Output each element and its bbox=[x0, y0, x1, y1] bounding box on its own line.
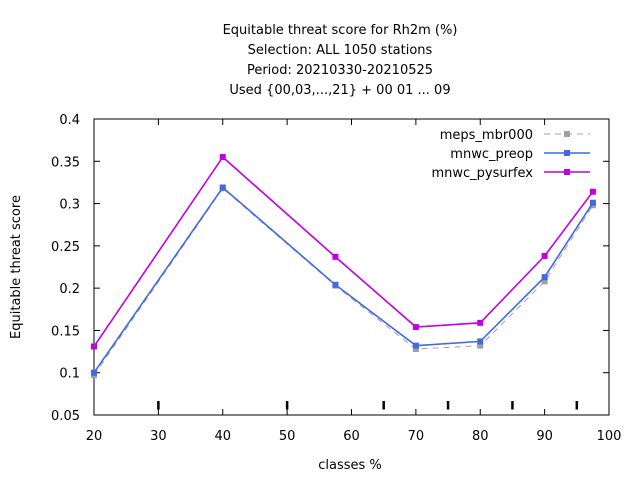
y-axis-label: Equitable threat score bbox=[9, 195, 24, 339]
data-point bbox=[541, 274, 548, 281]
data-point bbox=[477, 338, 484, 345]
data-point bbox=[91, 369, 97, 376]
data-point bbox=[412, 342, 419, 349]
title-line-2: Selection: ALL 1050 stations bbox=[248, 43, 433, 58]
data-point bbox=[589, 188, 596, 195]
x-tick-label: 20 bbox=[86, 429, 103, 444]
data-point bbox=[412, 346, 419, 353]
y-tick-label: 0.05 bbox=[51, 409, 80, 424]
y-tick-label: 0.35 bbox=[51, 155, 80, 170]
y-tick-label: 0.1 bbox=[59, 367, 80, 382]
legend-marker bbox=[564, 131, 570, 137]
legend-marker bbox=[564, 150, 570, 156]
series-line bbox=[93, 187, 594, 376]
x-tick-label: 60 bbox=[343, 429, 360, 444]
x-tick-label: 80 bbox=[472, 429, 489, 444]
legend-label: meps_mbr000 bbox=[440, 128, 533, 143]
legend-item: meps_mbr000 bbox=[440, 128, 590, 143]
data-point bbox=[91, 343, 97, 350]
x-tick-label: 40 bbox=[214, 429, 231, 444]
data-point bbox=[219, 154, 226, 161]
legend-item: mnwc_preop bbox=[450, 147, 590, 162]
x-tick-label: 30 bbox=[150, 429, 167, 444]
y-tick-label: 0.3 bbox=[59, 198, 80, 213]
data-point bbox=[219, 184, 226, 191]
legend-item: mnwc_pysurfex bbox=[431, 166, 590, 181]
title-line-4: Used {00,03,...,21} + 00 01 ... 09 bbox=[229, 83, 450, 98]
x-axis-label: classes % bbox=[318, 458, 382, 473]
plot-frame bbox=[93, 118, 610, 416]
x-tick-label: 50 bbox=[279, 429, 296, 444]
chart-title: Equitable threat score for Rh2m (%) Sele… bbox=[223, 23, 458, 98]
y-tick-label: 0.4 bbox=[59, 113, 80, 128]
axis-ticks: 20 30 40 50 60 70 80 90 100 0.05 0.1 0.15 0.2 0.25 0.3… bbox=[51, 113, 621, 444]
class-marks bbox=[157, 401, 579, 410]
data-point bbox=[477, 342, 484, 349]
data-point bbox=[332, 253, 339, 260]
series-mnwc_preop bbox=[91, 184, 596, 376]
data-point bbox=[541, 278, 548, 285]
data-point bbox=[541, 253, 548, 260]
series-line bbox=[93, 186, 594, 374]
data-point bbox=[412, 324, 419, 331]
series-layer bbox=[91, 154, 596, 379]
title-line-3: Period: 20210330-20210525 bbox=[247, 63, 433, 78]
y-tick-label: 0.15 bbox=[51, 324, 80, 339]
title-line-1: Equitable threat score for Rh2m (%) bbox=[223, 23, 458, 38]
y-tick-label: 0.25 bbox=[51, 240, 80, 255]
legend-label: mnwc_preop bbox=[450, 147, 533, 162]
legend-label: mnwc_pysurfex bbox=[431, 166, 533, 181]
y-tick-label: 0.2 bbox=[59, 282, 80, 297]
series-mnwc_pysurfex bbox=[91, 154, 596, 350]
legend: meps_mbr000 mnwc_preop mnwc_pysurfex bbox=[431, 128, 590, 181]
series-line bbox=[93, 155, 594, 347]
legend-marker bbox=[564, 169, 570, 175]
data-point bbox=[477, 319, 484, 326]
x-tick-label: 90 bbox=[536, 429, 553, 444]
x-tick-label: 100 bbox=[597, 429, 622, 444]
data-point bbox=[589, 199, 596, 206]
x-tick-label: 70 bbox=[408, 429, 425, 444]
data-point bbox=[332, 281, 339, 288]
